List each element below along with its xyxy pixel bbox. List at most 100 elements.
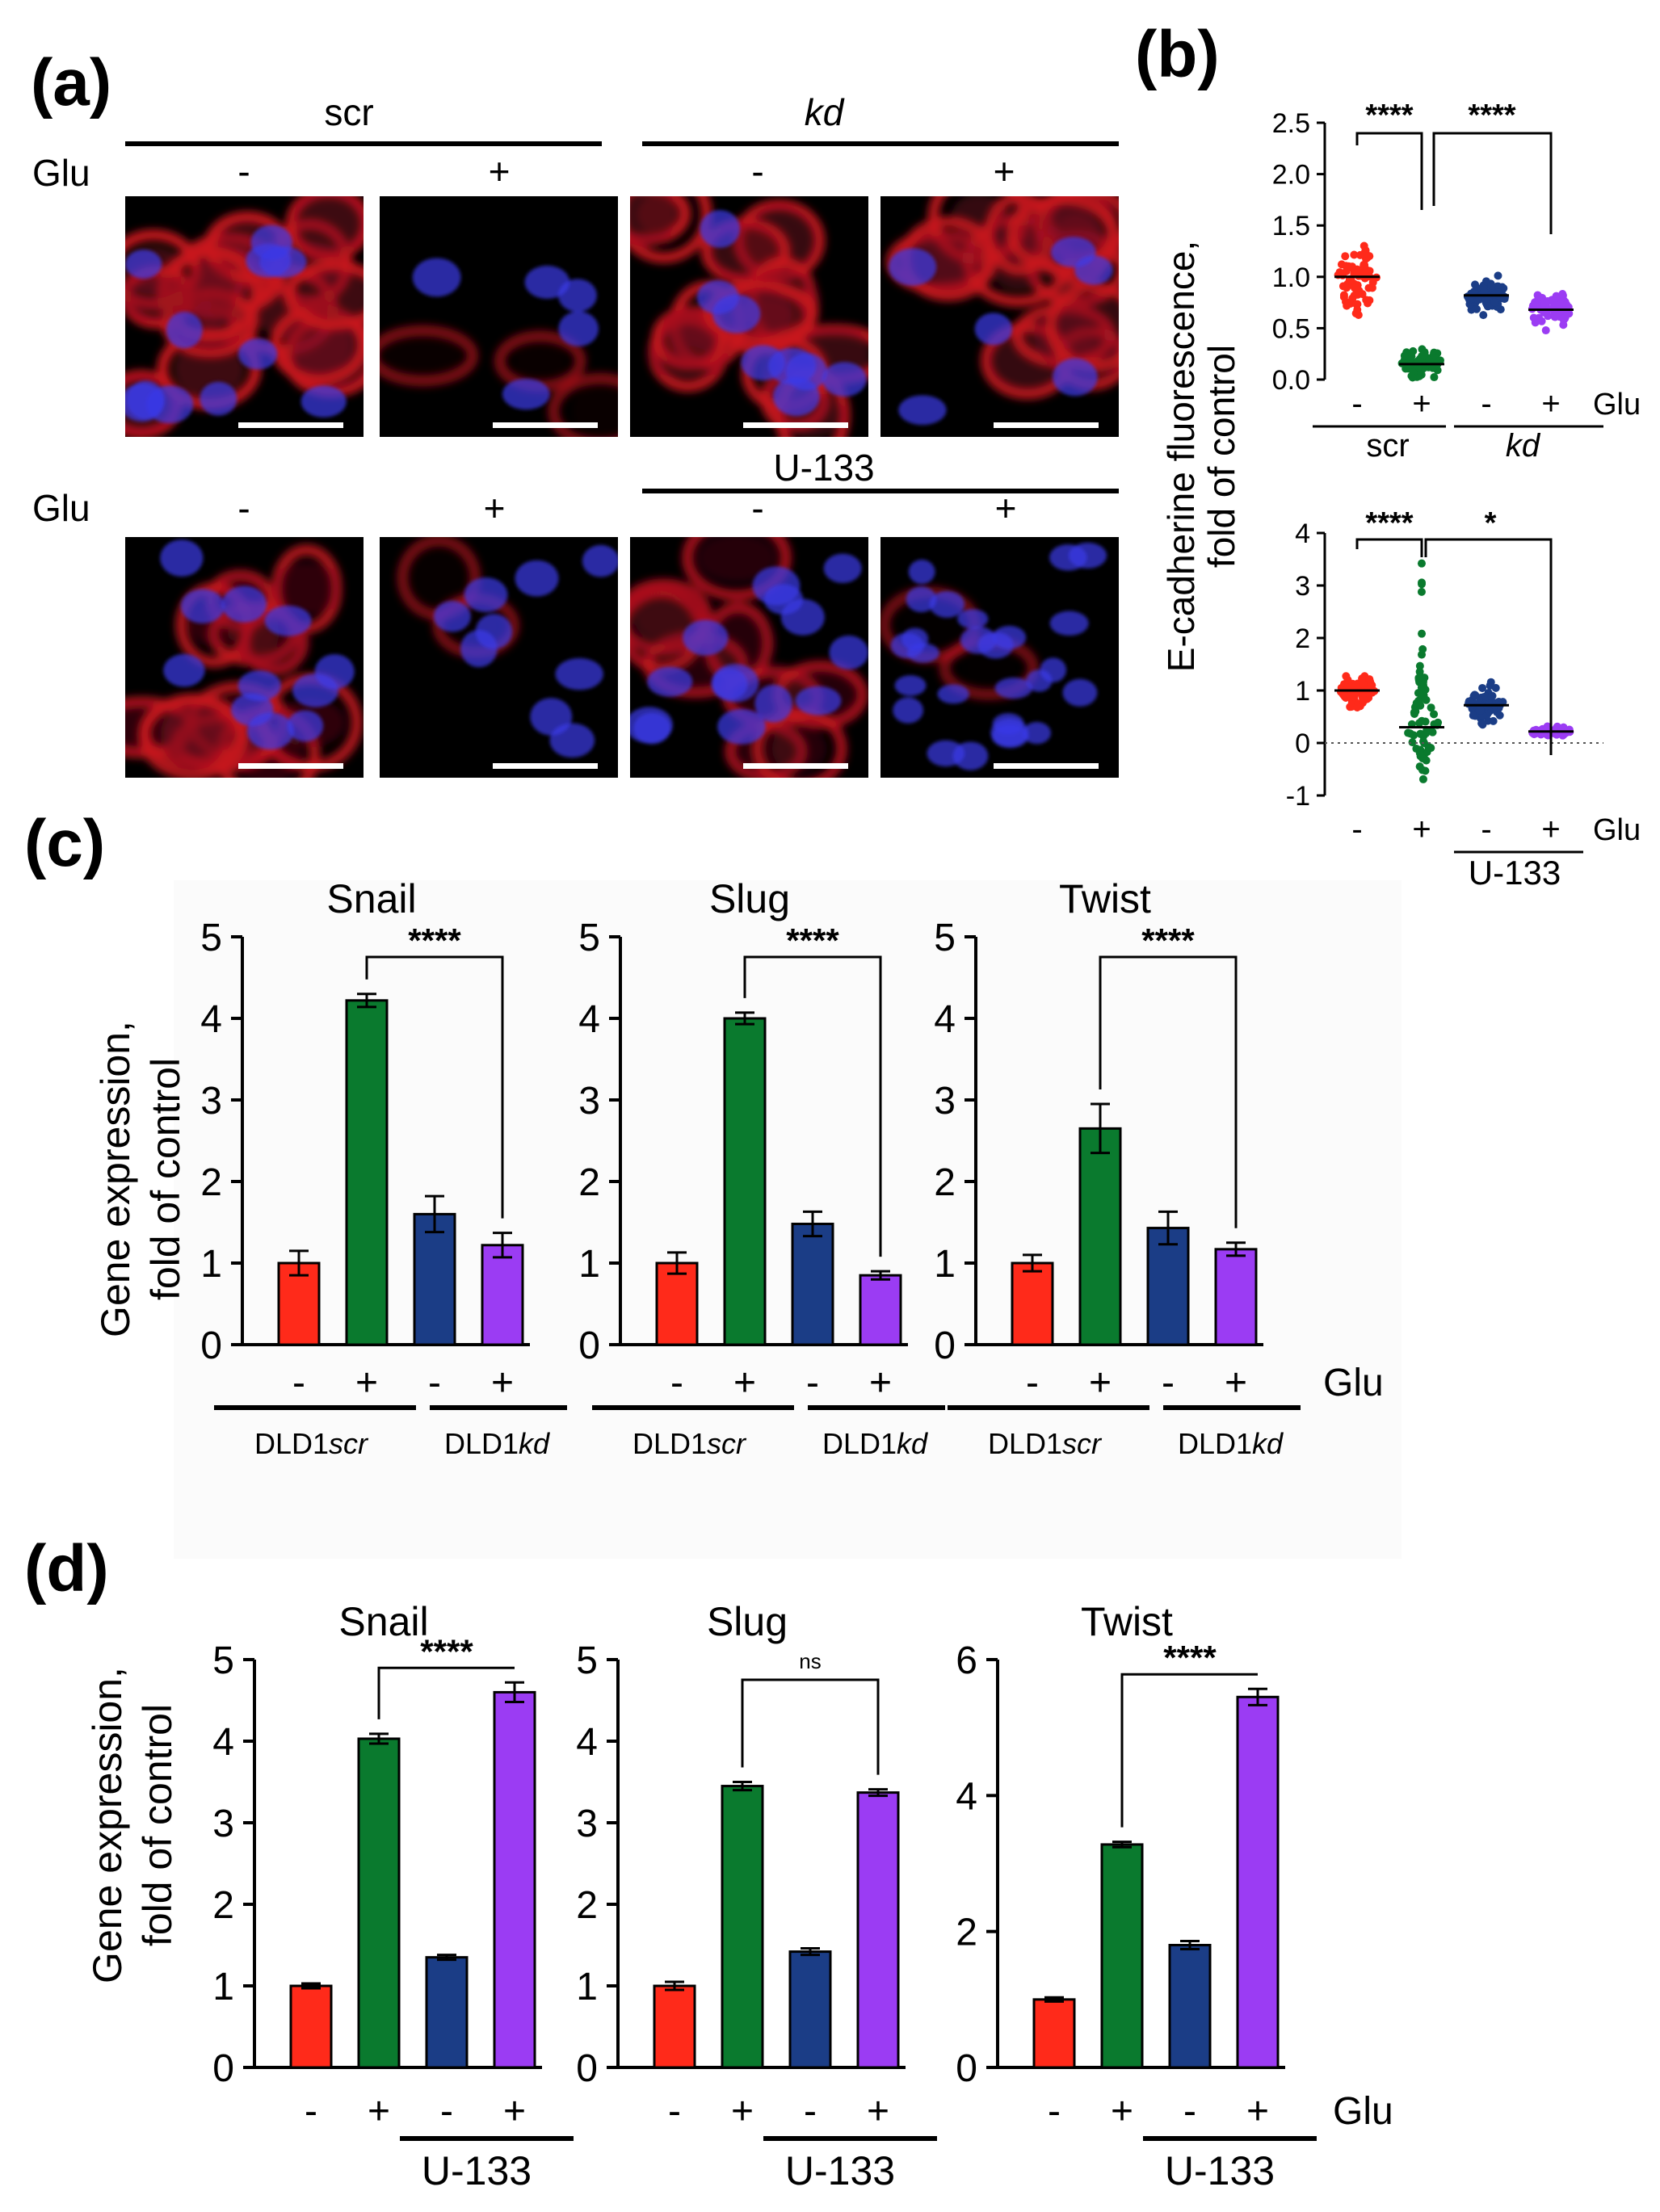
x-sign-label: - bbox=[1351, 386, 1362, 422]
error-bar bbox=[735, 1011, 754, 1026]
membrane-outline bbox=[630, 196, 712, 264]
scatter-group bbox=[1397, 345, 1444, 382]
y-tick-label: 1 bbox=[934, 1243, 956, 1286]
nucleus bbox=[822, 362, 867, 397]
bar bbox=[1032, 1998, 1076, 2069]
row2-signs: - + - + bbox=[237, 487, 1016, 529]
nucleus bbox=[126, 380, 165, 420]
nucleus bbox=[264, 605, 312, 636]
group-label-u133: U-133 bbox=[422, 2148, 532, 2193]
sig-label: **** bbox=[1365, 99, 1413, 132]
y-tick-label: 1 bbox=[1295, 676, 1310, 707]
data-point bbox=[1561, 313, 1570, 321]
panel-c-ylabel-line2: fold of control bbox=[143, 1058, 188, 1300]
sig-bracket bbox=[1099, 955, 1238, 1228]
micrograph-image bbox=[880, 537, 1119, 778]
glu-label: Glu bbox=[1593, 388, 1641, 422]
sig-bracket bbox=[1432, 132, 1553, 234]
cytoplasm-stain bbox=[771, 724, 827, 773]
data-point bbox=[1353, 703, 1362, 712]
data-point bbox=[1491, 683, 1500, 692]
y-tick-label: 4 bbox=[956, 1775, 977, 1818]
nucleus bbox=[237, 670, 281, 702]
panel-d-charts: Snail 0 1 2 3 4 5 **** - + - + U-133 Slug 0 1 2 3 4 5 ns - + - +… bbox=[212, 1599, 1317, 2193]
row2-sign: + bbox=[995, 487, 1017, 529]
data-point bbox=[1421, 766, 1430, 775]
nucleus bbox=[231, 693, 274, 727]
nuclear-stain bbox=[412, 258, 599, 410]
nucleus bbox=[889, 248, 937, 286]
nucleus bbox=[647, 666, 693, 697]
bar bbox=[859, 1274, 902, 1346]
data-point bbox=[1558, 290, 1567, 299]
row2-sign: - bbox=[751, 487, 763, 529]
row1-sign: + bbox=[994, 150, 1015, 192]
bar bbox=[425, 1956, 469, 2069]
x-sign-label: + bbox=[869, 1362, 892, 1404]
sig-label: **** bbox=[1163, 1639, 1217, 1677]
data-point bbox=[1487, 691, 1496, 700]
y-tick-label: 2.5 bbox=[1272, 108, 1310, 139]
y-tick-label: 4 bbox=[578, 998, 600, 1041]
cytoplasm-stain bbox=[514, 327, 566, 395]
error-bar bbox=[868, 1788, 888, 1798]
scale-bar bbox=[493, 422, 598, 428]
error-bar bbox=[493, 1232, 512, 1259]
nucleus bbox=[558, 311, 599, 346]
data-point bbox=[1469, 711, 1477, 720]
data-point bbox=[1473, 304, 1481, 313]
y-tick-label: 1 bbox=[576, 1966, 598, 2008]
y-tick-label: 4 bbox=[212, 1721, 234, 1764]
y-tick-label: 2 bbox=[956, 1912, 977, 1954]
nucleus bbox=[711, 668, 748, 700]
x-sign-label: - bbox=[1183, 2090, 1196, 2133]
nuclear-stain bbox=[433, 544, 618, 758]
data-point bbox=[1562, 300, 1571, 309]
error-bar bbox=[289, 1249, 309, 1277]
error-bar bbox=[1044, 1996, 1064, 2003]
chart-title: Slug bbox=[709, 876, 790, 921]
group-label-suffix: scr bbox=[329, 1427, 369, 1460]
panel-d-ylabel-line2: fold of control bbox=[135, 1704, 180, 1946]
error-bar bbox=[1158, 1210, 1178, 1246]
nucleus bbox=[894, 675, 927, 696]
data-point bbox=[1427, 703, 1435, 712]
scale-bar bbox=[994, 422, 1099, 428]
nuclear-stain bbox=[696, 210, 867, 417]
x-sign-label: - bbox=[1481, 386, 1491, 422]
x-sign-label: - bbox=[1162, 1362, 1175, 1404]
sig-label: ns bbox=[799, 1649, 821, 1673]
cytoplasm-stain bbox=[271, 562, 342, 615]
y-tick-label: 0 bbox=[212, 2047, 234, 2090]
bar-chart: Slug 0 1 2 3 4 5 ns - + - + U-133 bbox=[576, 1599, 937, 2193]
y-tick-label: 0 bbox=[1295, 728, 1310, 759]
group-label-suffix: kd bbox=[519, 1427, 550, 1460]
bar bbox=[655, 1261, 699, 1346]
data-point bbox=[1350, 283, 1359, 292]
bar-chart: Twist 0 2 4 6 **** - + - + U-133 bbox=[956, 1599, 1317, 2193]
sig-label: **** bbox=[408, 921, 461, 959]
data-point bbox=[1408, 373, 1417, 382]
bar bbox=[1214, 1248, 1258, 1346]
nuclear-stain bbox=[160, 539, 355, 750]
data-point bbox=[1487, 281, 1496, 290]
micrograph-content bbox=[630, 196, 868, 437]
data-point bbox=[1415, 699, 1424, 708]
x-sign-label: + bbox=[1412, 812, 1431, 847]
nucleus bbox=[1068, 542, 1107, 569]
data-point bbox=[1489, 716, 1498, 725]
data-point bbox=[1342, 262, 1351, 271]
data-point bbox=[1352, 300, 1361, 309]
micrograph-image bbox=[125, 537, 364, 778]
y-tick-label: 1.5 bbox=[1272, 211, 1310, 241]
x-sign-label: + bbox=[503, 2090, 526, 2133]
data-point bbox=[1486, 678, 1495, 686]
bar bbox=[721, 1785, 764, 2069]
nucleus bbox=[464, 577, 508, 612]
panel-a: (a) scr kd Glu - + - + U-133 Glu - + - + bbox=[31, 46, 1119, 778]
nucleus bbox=[1053, 358, 1098, 397]
data-point bbox=[1418, 774, 1427, 783]
data-point bbox=[1533, 291, 1542, 300]
